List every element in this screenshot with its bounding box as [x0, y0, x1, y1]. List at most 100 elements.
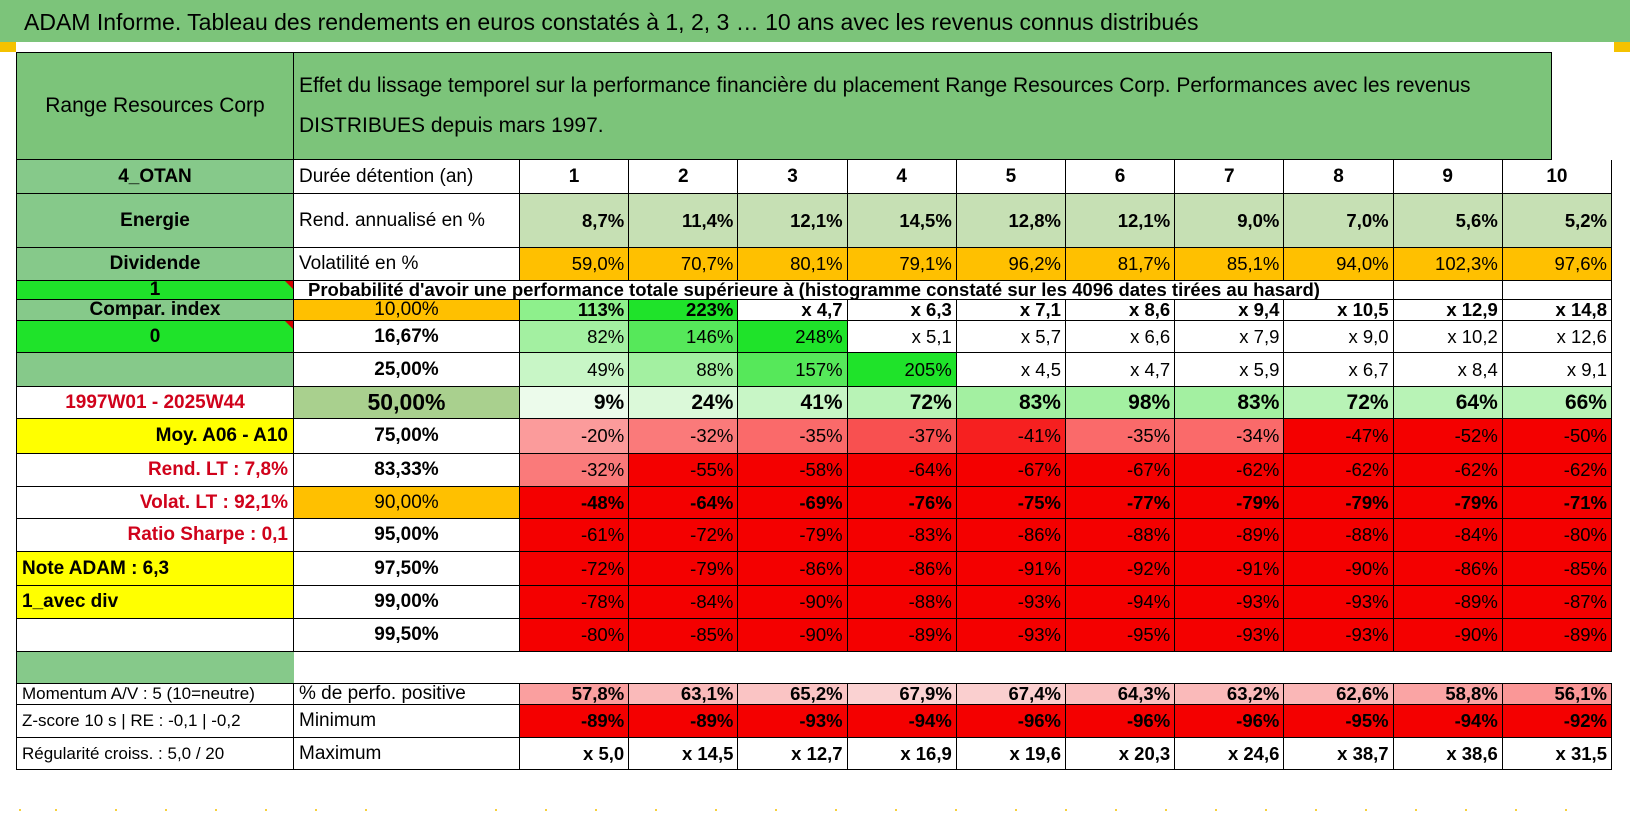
rend-value: 5,6% [1393, 194, 1503, 248]
dot [775, 809, 777, 811]
bottom-row-label: % de perfo. positive [294, 683, 520, 705]
percentile-value: -94% [1066, 586, 1176, 619]
percentile-value: x 5,7 [956, 321, 1066, 353]
percentile-value: 157% [738, 353, 848, 387]
dot [835, 809, 837, 811]
percentile-value: -84% [629, 586, 739, 619]
percentile-value: -32% [629, 419, 739, 454]
dot [1215, 809, 1217, 811]
rend-value: 9,0% [1175, 194, 1285, 248]
dot [1565, 809, 1567, 811]
bottom-value: -96% [1175, 705, 1285, 738]
dot [1315, 809, 1317, 811]
percentile-value: -93% [956, 586, 1066, 619]
bottom-left-label: Régularité croiss. : 5,0 / 20 [16, 738, 294, 770]
bottom-value: -94% [847, 705, 957, 738]
percentile-value: -62% [1393, 454, 1503, 487]
percentile-value: -85% [629, 619, 739, 652]
percentile-value: -79% [629, 552, 739, 586]
percentile-value: -77% [1066, 487, 1176, 519]
dot [955, 809, 957, 811]
report-title: ADAM Informe. Tableau des rendements en … [0, 0, 1630, 42]
percentile-label: 10,00% [294, 300, 520, 321]
percentile-value: -52% [1393, 419, 1503, 454]
year-header: 8 [1284, 160, 1394, 194]
percentile-value: x 6,7 [1284, 353, 1394, 387]
year-header: 6 [1066, 160, 1176, 194]
percentile-value: 83% [956, 387, 1066, 419]
percentile-value: -88% [1066, 519, 1176, 552]
percentile-value: x 4,5 [956, 353, 1066, 387]
percentile-value: -90% [738, 619, 848, 652]
rend-value: 12,8% [956, 194, 1066, 248]
percentile-value: -85% [1502, 552, 1612, 586]
percentile-value: x 14,8 [1502, 300, 1612, 321]
percentile-value: x 12,6 [1502, 321, 1612, 353]
percentile-value: -62% [1284, 454, 1394, 487]
percentile-label: 90,00% [294, 487, 520, 519]
vol-value: 59,0% [520, 248, 630, 281]
percentile-value: -88% [1284, 519, 1394, 552]
bottom-value: -93% [738, 705, 848, 738]
bottom-value: 58,8% [1393, 683, 1503, 705]
spacer-bar [16, 652, 294, 683]
percentile-value: -89% [1393, 586, 1503, 619]
dot [1415, 809, 1417, 811]
rend-lt-label: Rend. LT : 7,8% [16, 454, 294, 487]
percentile-label: 50,00% [294, 387, 520, 419]
percentile-value: -91% [1175, 552, 1285, 586]
percentile-value: -80% [1502, 519, 1612, 552]
bottom-value: 57,8% [520, 683, 630, 705]
compare-flag: 1 [16, 281, 294, 300]
bottom-value: x 38,6 [1393, 738, 1503, 770]
vol-value: 70,7% [629, 248, 739, 281]
dot [1115, 809, 1117, 811]
percentile-value: -35% [738, 419, 848, 454]
percentile-value: 72% [1284, 387, 1394, 419]
percentile-value: x 9,1 [1502, 353, 1612, 387]
percentile-value: x 12,9 [1393, 300, 1503, 321]
percentile-value: -95% [1066, 619, 1176, 652]
year-header: 4 [847, 160, 957, 194]
percentile-value: -79% [1175, 487, 1285, 519]
percentile-value: -93% [1175, 619, 1285, 652]
percentile-value: -64% [629, 487, 739, 519]
percentile-value: -35% [1066, 419, 1176, 454]
percentile-value: -93% [956, 619, 1066, 652]
percentile-value: x 7,1 [956, 300, 1066, 321]
dot [1515, 809, 1517, 811]
percentile-value: -80% [520, 619, 630, 652]
year-header: 5 [956, 160, 1066, 194]
bottom-value: 67,9% [847, 683, 957, 705]
variant-label: 1_avec div [16, 586, 294, 619]
dot [265, 809, 267, 811]
percentile-value: x 8,4 [1393, 353, 1503, 387]
percentile-label: 99,00% [294, 586, 520, 619]
percentile-value: 88% [629, 353, 739, 387]
percentile-value: x 9,4 [1175, 300, 1285, 321]
bottom-left-label: Momentum A/V : 5 (10=neutre) [16, 683, 294, 705]
dot [165, 809, 167, 811]
bottom-value: -96% [1066, 705, 1176, 738]
empty-cell [1502, 281, 1612, 300]
rend-label: Rend. annualisé en % [294, 194, 520, 248]
percentile-value: -71% [1502, 487, 1612, 519]
percentile-value: 41% [738, 387, 848, 419]
blank-label [16, 619, 294, 652]
rend-value: 11,4% [629, 194, 739, 248]
year-header: 9 [1393, 160, 1503, 194]
probability-label: Probabilité d'avoir une performance tota… [294, 281, 1394, 300]
blank-label [16, 353, 294, 387]
dot [1365, 809, 1367, 811]
dividend-label: Dividende [16, 248, 294, 281]
percentile-value: x 6,6 [1066, 321, 1176, 353]
percentile-value: 49% [520, 353, 630, 387]
bottom-value: -89% [629, 705, 739, 738]
yellow-marker-left [0, 42, 16, 52]
percentile-value: -88% [847, 586, 957, 619]
percentile-value: -79% [1284, 487, 1394, 519]
percentile-value: -58% [738, 454, 848, 487]
percentile-value: 66% [1502, 387, 1612, 419]
percentile-value: -47% [1284, 419, 1394, 454]
